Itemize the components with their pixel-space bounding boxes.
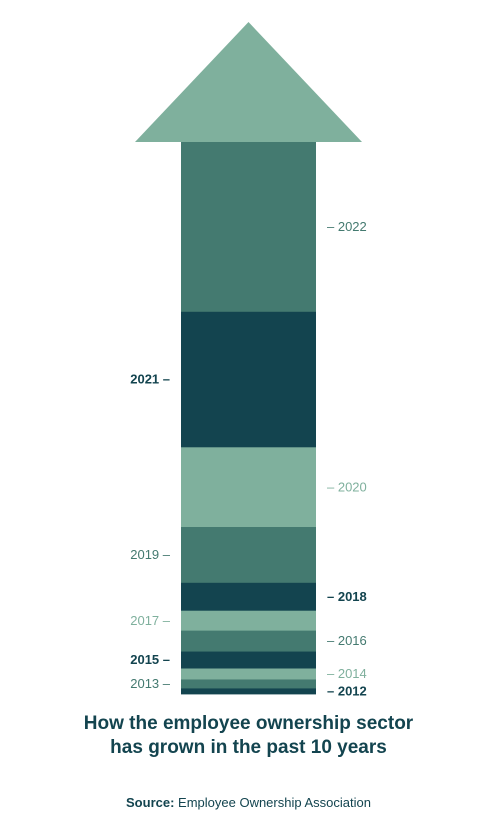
year-label-2013: 2013 – [130,676,171,691]
growth-arrow-chart: – 2012 2013 – – 2014 2015 – – 2016 2017 – – 20… [130,22,367,699]
year-label-2020: – 2020 [327,479,367,494]
year-label-2021: 2021 – [130,372,170,387]
year-label-2015: 2015 – [130,652,170,667]
year-label-2016: – 2016 [327,633,367,648]
source-note: Source: Employee Ownership Association [0,795,497,810]
segment-2012 [181,688,316,695]
segment-2014 [181,668,316,680]
year-label-2019: 2019 – [130,547,171,562]
segment-2019 [181,526,316,583]
segment-2020 [181,446,316,528]
segment-2018 [181,582,316,611]
segment-2013 [181,679,316,689]
segment-2016 [181,630,316,652]
chart-title: How the employee ownership sector has gr… [0,712,497,760]
chart-title-line-2: has grown in the past 10 years [110,737,387,758]
source-label: Source: [126,795,175,810]
segment-2022 [181,142,316,312]
year-label-2014: – 2014 [327,666,367,681]
segment-2015 [181,651,316,669]
source-text: Employee Ownership Association [174,795,371,810]
year-label-2018: – 2018 [327,589,367,604]
year-label-2022: – 2022 [327,219,367,234]
segment-2017 [181,610,316,631]
chart-title-line-1: How the employee ownership sector [83,713,414,734]
segment-2021 [181,311,316,448]
year-label-2012: – 2012 [327,684,367,699]
year-label-2017: 2017 – [130,613,171,628]
arrowhead [135,22,362,142]
